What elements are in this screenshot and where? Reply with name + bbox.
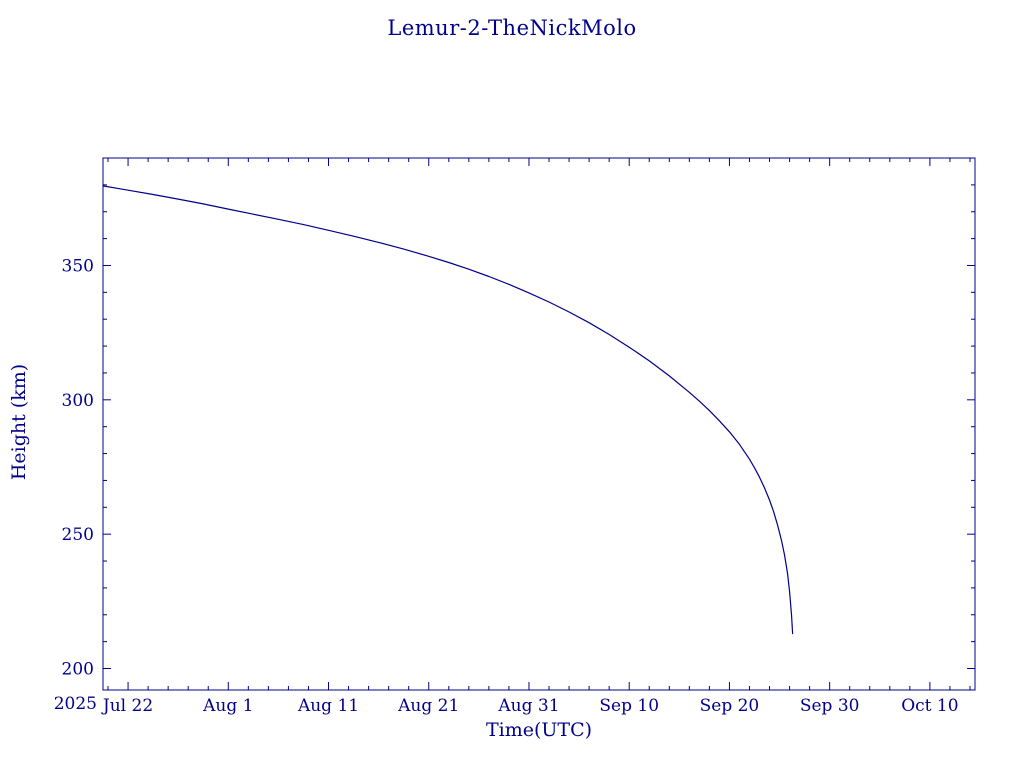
- chart-title: Lemur-2-TheNickMolo: [387, 16, 637, 40]
- x-tick-label: Aug 31: [497, 696, 559, 716]
- decay-curve: [102, 185, 794, 635]
- x-axis-label: Time(UTC): [485, 719, 593, 741]
- x-tick-label: Sep 20: [700, 696, 760, 716]
- x-tick-label: Aug 11: [297, 696, 359, 716]
- plot-frame: [102, 157, 976, 691]
- y-tick-label: 250: [62, 525, 94, 545]
- x-tick-label: Oct 10: [901, 696, 958, 716]
- x-tick-label: Aug 21: [397, 696, 459, 716]
- y-tick-label: 300: [62, 391, 94, 411]
- x-tick-label: Sep 30: [800, 696, 860, 716]
- x-tick-label: Aug 1: [202, 696, 253, 716]
- y-tick-label: 200: [62, 660, 94, 680]
- x-tick-label: Jul 22: [101, 696, 153, 716]
- x-tick-label: Sep 10: [599, 696, 659, 716]
- y-tick-label: 350: [62, 256, 94, 276]
- x-axis-year-label: 2025: [53, 694, 97, 714]
